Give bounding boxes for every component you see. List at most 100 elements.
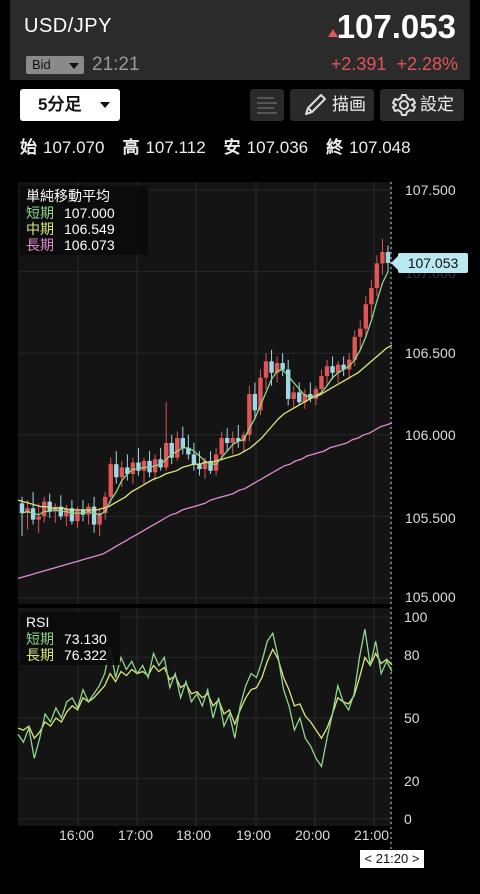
settings-label: 設定 [420, 95, 454, 114]
candle [180, 438, 186, 448]
price-tick: 105.500 [405, 510, 456, 526]
timeframe-dropdown[interactable]: 5分足 [20, 89, 120, 121]
high-label: 高 [122, 138, 140, 157]
rsi-tick: 100 [404, 609, 428, 625]
candle [175, 438, 180, 458]
current-price: 107.053 [336, 8, 456, 45]
rsi-short-line [17, 628, 393, 769]
candle [41, 501, 47, 517]
open-label: 始 [20, 138, 37, 157]
current-price-tag: 107.053 [391, 253, 468, 273]
candle [202, 460, 208, 470]
candle [297, 392, 302, 403]
candle [269, 361, 274, 373]
rsi-legend-long: 長期 76.322 [26, 647, 107, 663]
rsi-legend: RSI 短期 73.130 長期 76.322 [20, 612, 120, 665]
candle [335, 364, 341, 373]
candle [114, 464, 119, 478]
ma-long-line [17, 422, 393, 580]
candle [280, 362, 285, 370]
candle [380, 252, 385, 264]
draw-button[interactable]: 描画 [290, 89, 374, 121]
candle [197, 464, 202, 470]
candle [330, 366, 335, 373]
ma-mid-line [17, 344, 393, 511]
list-button[interactable] [250, 89, 284, 121]
settings-button[interactable]: 設定 [380, 89, 464, 121]
chevron-down-icon [69, 63, 79, 69]
candle [313, 389, 319, 399]
candle [319, 376, 324, 390]
time-tick: 20:00 [295, 827, 331, 843]
candle [75, 509, 80, 522]
rsi-tick: 20 [404, 773, 420, 789]
candle [147, 460, 152, 473]
candle [163, 442, 169, 468]
candle [224, 438, 230, 443]
candle [64, 508, 69, 517]
quote-header: USD/JPY Bid 21:21 107.053 +2.391 +2.28% [10, 0, 470, 80]
ma-legend: 単純移動平均 短期 107.000 中期 106.549 長期 106.073 [20, 186, 148, 255]
candle [125, 467, 130, 474]
candle [186, 447, 191, 455]
candle [208, 460, 213, 471]
price-type-label: Bid [32, 57, 51, 72]
gear-icon [392, 94, 416, 116]
ma-short-line [21, 271, 389, 516]
ma-legend-title: 単純移動平均 [26, 188, 110, 204]
open-value: 107.070 [43, 138, 105, 157]
candle [69, 508, 75, 522]
candle [352, 336, 357, 360]
time-tick: 18:00 [176, 827, 212, 843]
candle [219, 438, 224, 455]
price-change: +2.391 +2.28% [331, 54, 458, 75]
candle [25, 508, 30, 514]
high-value: 107.112 [145, 138, 206, 157]
ma-legend-short: 短期 107.000 [26, 205, 115, 221]
rsi-tick: 80 [404, 647, 420, 663]
candle [53, 506, 58, 512]
candle [108, 464, 113, 497]
price-type-dropdown[interactable]: Bid [26, 56, 84, 74]
candle [213, 454, 219, 471]
time-tick: 19:00 [236, 827, 272, 843]
ma-legend-long: 長期 106.073 [26, 237, 115, 253]
candle [324, 366, 330, 377]
candle [30, 508, 36, 520]
timeframe-label: 5分足 [38, 95, 82, 114]
candle [119, 467, 125, 478]
list-icon [257, 97, 277, 114]
candle [285, 369, 291, 399]
candle [97, 513, 102, 525]
candle [86, 506, 91, 515]
quote-time: 21:21 [92, 54, 140, 75]
price-tick: 105.000 [405, 589, 456, 605]
candle [302, 394, 308, 403]
low-label: 安 [223, 138, 241, 157]
candle [341, 364, 346, 370]
candle [91, 506, 97, 525]
candle [363, 304, 369, 329]
candle [252, 394, 258, 411]
candle [236, 438, 241, 442]
close-label: 終 [326, 138, 344, 157]
draw-label: 描画 [332, 95, 366, 114]
candle [191, 454, 197, 465]
cursor-time-label[interactable]: < 21:20 > [360, 850, 424, 868]
rsi-legend-short: 短期 73.130 [26, 631, 107, 647]
time-tick: 17:00 [118, 827, 154, 843]
candle [136, 462, 141, 471]
candle [385, 252, 391, 263]
rsi-legend-title: RSI [26, 614, 50, 630]
rsi-tick: 50 [404, 710, 420, 726]
change-value: +2.391 [330, 54, 387, 74]
currency-pair[interactable]: USD/JPY [24, 15, 112, 37]
chevron-down-icon [100, 102, 110, 108]
candle [247, 394, 252, 435]
time-tick: 21:00 [354, 827, 390, 843]
candle [274, 362, 280, 373]
candle [358, 328, 363, 337]
price-tick: 107.500 [405, 182, 456, 198]
candle [374, 263, 380, 288]
